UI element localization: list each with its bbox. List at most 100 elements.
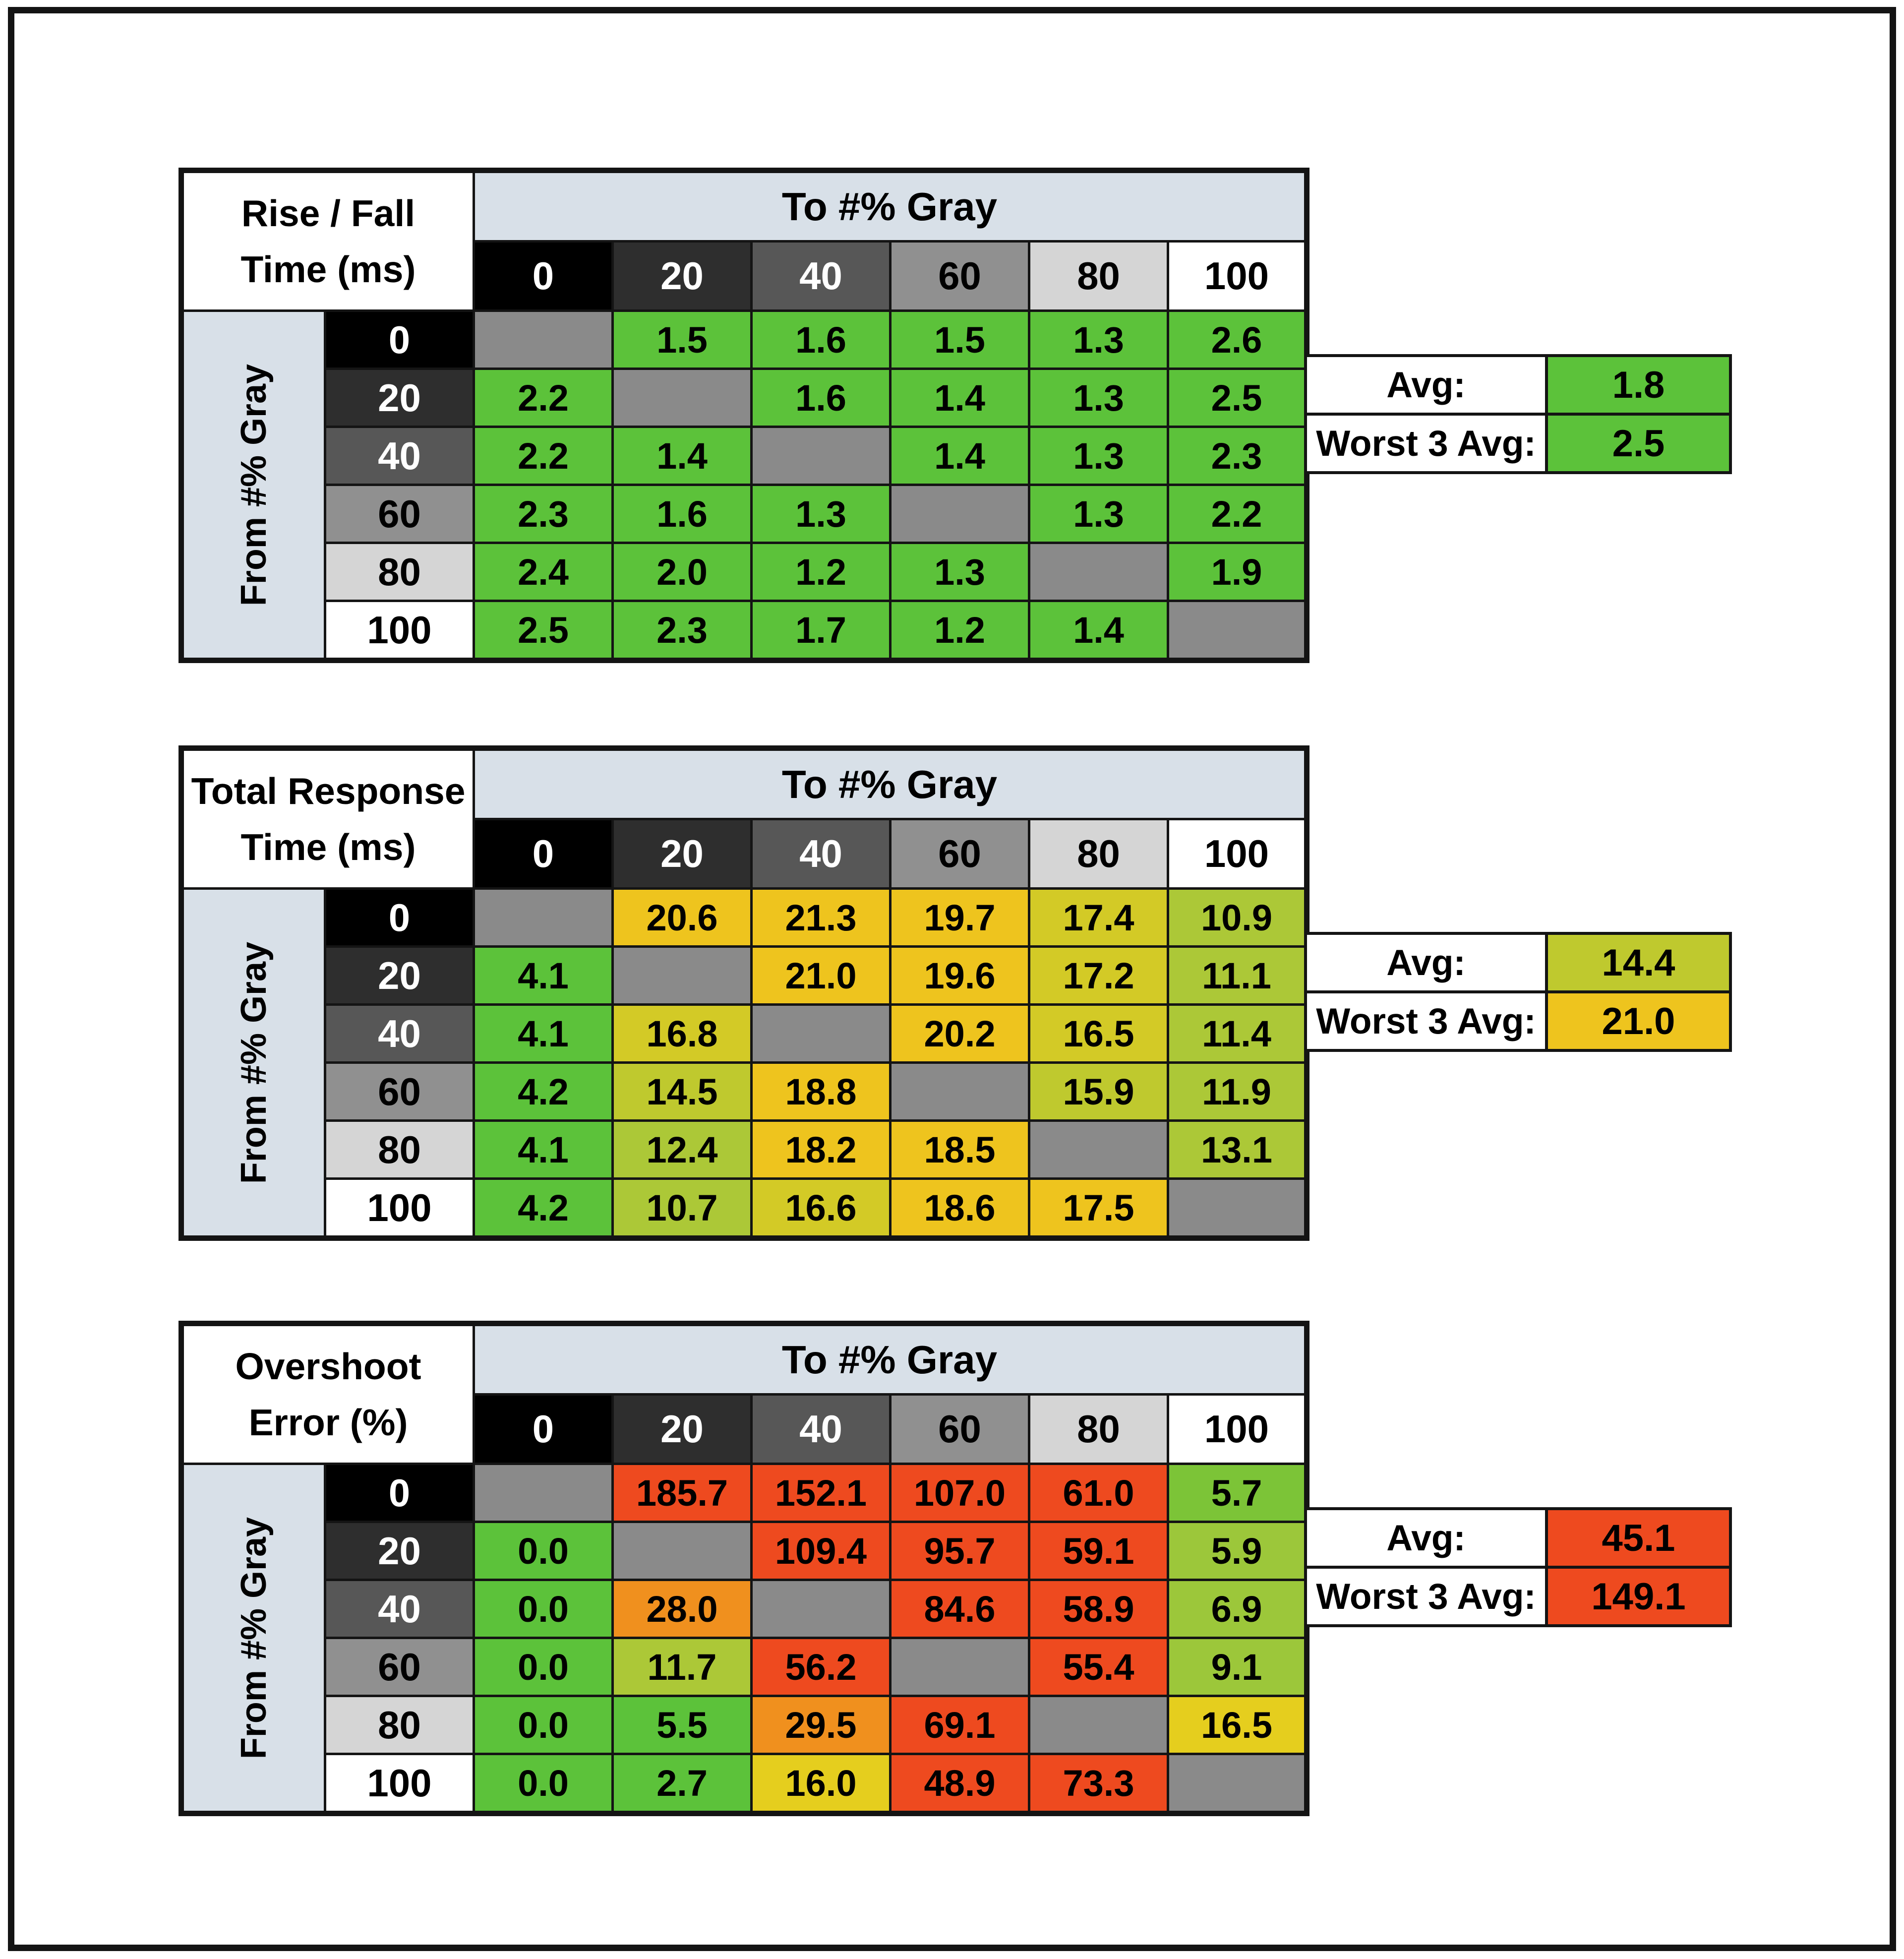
total-response-time-col-header-40: 40 bbox=[750, 818, 892, 890]
overshoot-error-title-line: Overshoot bbox=[235, 1346, 421, 1387]
total-response-time-cell-from80-to60: 18.5 bbox=[889, 1119, 1030, 1180]
overshoot-error-cell-from40-to0: 0.0 bbox=[473, 1579, 614, 1639]
total-response-time-diagonal-cell-0 bbox=[473, 887, 614, 948]
overshoot-error-diagonal-cell-60 bbox=[889, 1637, 1030, 1697]
overshoot-error-cell-from40-to60: 84.6 bbox=[889, 1579, 1030, 1639]
avg-label: Avg: bbox=[1304, 932, 1548, 993]
rise-fall-time-cell-from0-to20: 1.5 bbox=[611, 309, 753, 370]
rise-fall-time-cell-from40-to100: 2.3 bbox=[1167, 426, 1308, 486]
avg-label: Avg: bbox=[1304, 354, 1548, 416]
rise-fall-time-diagonal-cell-0 bbox=[473, 309, 614, 370]
overshoot-error-col-header-100: 100 bbox=[1167, 1393, 1308, 1465]
total-response-time-cell-from80-to40: 18.2 bbox=[750, 1119, 892, 1180]
rise-fall-time-col-header-40: 40 bbox=[750, 240, 892, 312]
overshoot-error-cell-from100-to60: 48.9 bbox=[889, 1753, 1030, 1815]
rise-fall-time-cell-from80-to100: 1.9 bbox=[1167, 542, 1308, 602]
overshoot-error-cell-from100-to20: 2.7 bbox=[611, 1753, 753, 1815]
to-gray-axis-label: To #% Gray bbox=[473, 169, 1308, 243]
rise-fall-time-cell-from40-to80: 1.3 bbox=[1028, 426, 1169, 486]
overshoot-error-col-header-20: 20 bbox=[611, 1393, 753, 1465]
total-response-time-cell-from20-to60: 19.6 bbox=[889, 945, 1030, 1006]
rise-fall-time-cell-from100-to40: 1.7 bbox=[750, 600, 892, 662]
rise-fall-time-diagonal-cell-20 bbox=[611, 367, 753, 428]
rise-fall-time-cell-from40-to20: 1.4 bbox=[611, 426, 753, 486]
total-response-time-row-header-0: 0 bbox=[324, 887, 475, 948]
rise-fall-time-row-header-0: 0 bbox=[324, 309, 475, 370]
overshoot-error-col-header-60: 60 bbox=[889, 1393, 1030, 1465]
total-response-time-cell-from60-to20: 14.5 bbox=[611, 1061, 753, 1122]
total-response-time-cell-from80-to20: 12.4 bbox=[611, 1119, 753, 1180]
rise-fall-time-row-header-80: 80 bbox=[324, 542, 475, 602]
overshoot-error-diagonal-cell-100 bbox=[1167, 1753, 1308, 1815]
rise-fall-time-cell-from0-to80: 1.3 bbox=[1028, 309, 1169, 370]
rise-fall-time-cell-from80-to60: 1.3 bbox=[889, 542, 1030, 602]
total-response-time-cell-from40-to20: 16.8 bbox=[611, 1003, 753, 1064]
rise-fall-time-col-header-80: 80 bbox=[1028, 240, 1169, 312]
total-response-time-matrix: Total Response Time (ms) To #% Gray 0 20 40 60… bbox=[178, 745, 1309, 1241]
total-response-time-row-header-100: 100 bbox=[324, 1177, 475, 1239]
total-response-time-cell-from100-to80: 17.5 bbox=[1028, 1177, 1169, 1239]
total-response-time-cell-from20-to0: 4.1 bbox=[473, 945, 614, 1006]
rise-fall-time-cell-from20-to0: 2.2 bbox=[473, 367, 614, 428]
overshoot-error-cell-from40-to20: 28.0 bbox=[611, 1579, 753, 1639]
rise-fall-time-cell-from100-to80: 1.4 bbox=[1028, 600, 1169, 662]
overshoot-error-cell-from0-to100: 5.7 bbox=[1167, 1463, 1308, 1523]
overshoot-error-cell-from100-to40: 16.0 bbox=[750, 1753, 892, 1815]
overshoot-error-col-header-80: 80 bbox=[1028, 1393, 1169, 1465]
overshoot-error-cell-from60-to20: 11.7 bbox=[611, 1637, 753, 1697]
overshoot-error-row-header-40: 40 bbox=[324, 1579, 475, 1639]
to-gray-axis-label: To #% Gray bbox=[473, 1322, 1308, 1396]
total-response-time-cell-from60-to100: 11.9 bbox=[1167, 1061, 1308, 1122]
rise-fall-time-diagonal-cell-80 bbox=[1028, 542, 1169, 602]
rise-fall-time-row-header-40: 40 bbox=[324, 426, 475, 486]
rise-fall-time-cell-from0-to40: 1.6 bbox=[750, 309, 892, 370]
overshoot-error-cell-from40-to80: 58.9 bbox=[1028, 1579, 1169, 1639]
worst3-avg-label: Worst 3 Avg: bbox=[1304, 1566, 1548, 1627]
overshoot-error-cell-from100-to0: 0.0 bbox=[473, 1753, 614, 1815]
total-response-time-row-header-20: 20 bbox=[324, 945, 475, 1006]
overshoot-error-diagonal-cell-20 bbox=[611, 1521, 753, 1581]
total-response-time-col-header-100: 100 bbox=[1167, 818, 1308, 890]
rise-fall-time-cell-from40-to0: 2.2 bbox=[473, 426, 614, 486]
rise-fall-time-cell-from60-to80: 1.3 bbox=[1028, 484, 1169, 544]
overshoot-error-cell-from40-to100: 6.9 bbox=[1167, 1579, 1308, 1639]
overshoot-error-diagonal-cell-0 bbox=[473, 1463, 614, 1523]
total-response-time-cell-from80-to0: 4.1 bbox=[473, 1119, 614, 1180]
rise-fall-time-title-line: Time (ms) bbox=[240, 248, 416, 290]
rise-fall-time-cell-from0-to100: 2.6 bbox=[1167, 309, 1308, 370]
avg-label: Avg: bbox=[1304, 1507, 1548, 1569]
overshoot-error-cell-from80-to40: 29.5 bbox=[750, 1695, 892, 1755]
overshoot-error-cell-from60-to0: 0.0 bbox=[473, 1637, 614, 1697]
rise-fall-time-cell-from100-to0: 2.5 bbox=[473, 600, 614, 662]
rise-fall-time-cell-from20-to40: 1.6 bbox=[750, 367, 892, 428]
total-response-time-diagonal-cell-40 bbox=[750, 1003, 892, 1064]
total-response-time-cell-from60-to80: 15.9 bbox=[1028, 1061, 1169, 1122]
overshoot-error-block: Overshoot Error (%) To #% Gray 0 20 40 60 80 100… bbox=[178, 1321, 1765, 1816]
overshoot-error-row-header-20: 20 bbox=[324, 1521, 475, 1581]
total-response-time-cell-from20-to100: 11.1 bbox=[1167, 945, 1308, 1006]
from-gray-axis-text: From #% Gray bbox=[234, 1517, 274, 1759]
from-gray-axis-label: From #% Gray bbox=[180, 1463, 326, 1815]
total-response-time-cell-from100-to60: 18.6 bbox=[889, 1177, 1030, 1239]
total-response-time-cell-from20-to80: 17.2 bbox=[1028, 945, 1169, 1006]
overshoot-error-cell-from20-to40: 109.4 bbox=[750, 1521, 892, 1581]
total-response-time-row-header-60: 60 bbox=[324, 1061, 475, 1122]
rise-fall-time-matrix: Rise / Fall Time (ms) To #% Gray 0 20 40 60 80 1… bbox=[178, 168, 1309, 663]
total-response-time-col-header-20: 20 bbox=[611, 818, 753, 890]
total-response-time-col-header-60: 60 bbox=[889, 818, 1030, 890]
rise-fall-time-cell-from20-to60: 1.4 bbox=[889, 367, 1030, 428]
rise-fall-time-col-header-0: 0 bbox=[473, 240, 614, 312]
from-gray-axis-label: From #% Gray bbox=[180, 887, 326, 1239]
rise-fall-time-row-header-100: 100 bbox=[324, 600, 475, 662]
rise-fall-time-cell-from60-to0: 2.3 bbox=[473, 484, 614, 544]
rise-fall-time-summary: Avg: 1.8 Worst 3 Avg: 2.5 bbox=[1304, 354, 1732, 474]
rise-fall-time-cell-from100-to60: 1.2 bbox=[889, 600, 1030, 662]
rise-fall-time-cell-from20-to100: 2.5 bbox=[1167, 367, 1308, 428]
overshoot-error-diagonal-cell-40 bbox=[750, 1579, 892, 1639]
total-response-time-block: Total Response Time (ms) To #% Gray 0 20 40 60… bbox=[178, 745, 1765, 1241]
rise-fall-time-row-header-20: 20 bbox=[324, 367, 475, 428]
from-gray-axis-label: From #% Gray bbox=[180, 309, 326, 662]
rise-fall-time-cell-from40-to60: 1.4 bbox=[889, 426, 1030, 486]
overshoot-error-row-header-80: 80 bbox=[324, 1695, 475, 1755]
rise-fall-time-cell-from80-to20: 2.0 bbox=[611, 542, 753, 602]
